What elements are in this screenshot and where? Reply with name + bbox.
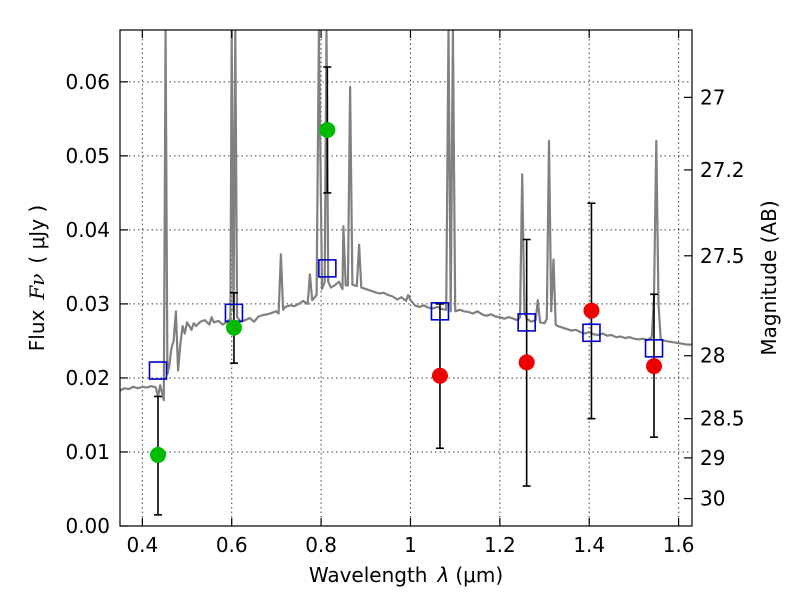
detection-point: [149, 446, 166, 463]
model-photometry-square: [430, 302, 450, 321]
upper-limit-point: [646, 358, 663, 375]
y2-tick-label: 28.5: [700, 407, 745, 431]
y-tick-label: 0.03: [65, 292, 110, 316]
x-tick-label: 0.8: [305, 533, 337, 557]
upper-limit-point: [518, 354, 535, 371]
y-tick-label: 0.04: [65, 218, 110, 242]
y2-tick-label: 30: [700, 487, 725, 511]
y2-tick-label: 27.5: [700, 244, 745, 268]
axes: 0.4 0.6 0.8 1 1.2 1.4 1.6 0.00 0.01 0.02 0.03 0.04 0…: [65, 30, 745, 557]
plot-frame: [119, 29, 693, 527]
y-tick-label: 0.02: [65, 366, 110, 390]
model-photometry-square: [318, 259, 337, 278]
y-tick-label: 0.06: [65, 70, 110, 94]
x-tick-label: 1.2: [484, 533, 516, 557]
model-photometry-square: [644, 339, 664, 358]
model-photometry-square: [517, 313, 536, 332]
x-tick-label: 1: [404, 533, 417, 557]
y-axis-title: FluxFν( μJy ): [25, 205, 49, 351]
x-tick-label: 0.6: [216, 533, 248, 557]
model-photometry-square: [582, 323, 601, 343]
y2-tick-label: 27.2: [700, 158, 745, 182]
y2-tick-label: 28: [700, 344, 725, 368]
model-spectrum-line: [120, 30, 692, 402]
y2-axis-title: Magnitude (AB): [757, 200, 781, 355]
x-tick-label: 0.4: [126, 533, 158, 557]
upper-limit-point: [583, 302, 600, 319]
model-photometry-square: [148, 361, 168, 380]
y2-tick-label: 29: [700, 446, 725, 470]
marker-layer: [148, 121, 664, 463]
detection-point: [225, 319, 242, 336]
x-tick-label: 1.4: [573, 533, 605, 557]
x-axis-title: Wavelength λ (μm): [309, 563, 503, 587]
y-tick-label: 0.05: [65, 144, 110, 168]
y-tick-label: 0.00: [65, 514, 110, 538]
detection-point: [319, 121, 336, 138]
y2-tick-label: 27: [700, 85, 725, 109]
model-spectrum-layer: [120, 30, 692, 402]
x-tick-label: 1.6: [663, 533, 695, 557]
y-tick-label: 0.01: [65, 440, 110, 464]
upper-limit-point: [431, 367, 448, 384]
